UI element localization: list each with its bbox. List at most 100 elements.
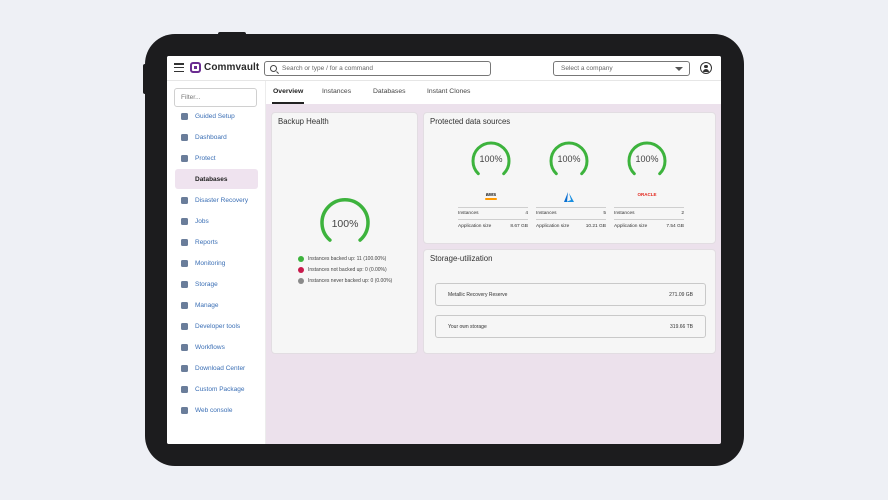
sidebar-item-developer-tools[interactable]: Developer tools xyxy=(175,316,258,336)
stat-value: 7.54 GB xyxy=(666,224,684,229)
company-select-label: Select a company xyxy=(561,65,613,72)
sidebar-item-label: Download Center xyxy=(195,364,246,372)
commvault-logo-icon xyxy=(190,62,201,73)
developer-tools-icon xyxy=(181,322,188,330)
jobs-icon xyxy=(181,217,188,225)
legend-item: Instances not backed up: 0 (0.00%) xyxy=(298,267,387,273)
source-instances-row: Instances 4 xyxy=(458,211,528,216)
backup-health-percent: 100% xyxy=(331,218,359,230)
storage-row[interactable]: Metallic Recovery Reserve 271.09 GB xyxy=(435,283,706,306)
sidebar-item-disaster-recovery[interactable]: Disaster Recovery xyxy=(175,190,258,210)
sidebar-item-label: Workflows xyxy=(195,343,225,351)
protect-icon xyxy=(181,154,188,162)
dashboard-icon xyxy=(181,133,188,141)
storage-icon xyxy=(181,280,188,288)
tablet-side-button xyxy=(143,64,147,94)
backup-health-panel: Backup Health 100% Instances backed up: … xyxy=(271,112,418,354)
command-search-input[interactable]: Search or type / for a command xyxy=(264,61,491,76)
source-size-row: Application size 7.54 GB xyxy=(614,224,684,229)
active-tab-indicator xyxy=(272,102,304,104)
manage-icon xyxy=(181,301,188,309)
sidebar-item-protect[interactable]: Protect xyxy=(175,148,258,168)
tab-overview[interactable]: Overview xyxy=(273,88,304,95)
source-ring xyxy=(627,141,667,176)
legend-item: Instances never backed up: 0 (0.00%) xyxy=(298,278,392,284)
legend-item: Instances backed up: 11 (100.00%) xyxy=(298,256,386,262)
aws-logo-icon: aws xyxy=(485,192,497,200)
storage-utilization-panel: Storage-utilization Metallic Recovery Re… xyxy=(423,249,716,354)
legend-dot xyxy=(298,256,304,262)
web-console-icon xyxy=(181,406,188,414)
sidebar-item-label: Protect xyxy=(195,154,216,162)
source-gauge: 100% xyxy=(547,139,591,183)
source-instances-row: Instances 2 xyxy=(614,211,684,216)
reports-icon xyxy=(181,238,188,246)
brand-logo[interactable]: Commvault xyxy=(190,62,259,73)
stat-label: Instances xyxy=(614,211,635,216)
source-size-row: Application size 10.21 GB xyxy=(536,224,606,229)
backup-health-title: Backup Health xyxy=(278,117,329,126)
company-select[interactable]: Select a company xyxy=(553,61,690,76)
backup-health-ring xyxy=(320,198,370,242)
sidebar-item-workflows[interactable]: Workflows xyxy=(175,337,258,357)
source-percent: 100% xyxy=(635,154,659,164)
sidebar-item-label: Monitoring xyxy=(195,259,226,267)
tab-instances[interactable]: Instances xyxy=(322,88,352,95)
divider xyxy=(458,207,528,208)
sidebar-item-monitoring[interactable]: Monitoring xyxy=(175,253,258,273)
oracle-logo-icon: ORACLE xyxy=(637,192,657,197)
storage-row-label: Metallic Recovery Reserve xyxy=(448,291,508,298)
tablet-top-button xyxy=(218,32,246,35)
source-ring xyxy=(549,141,589,176)
legend-label: Instances not backed up: 0 (0.00%) xyxy=(308,267,387,273)
backup-health-gauge: 100% xyxy=(318,198,372,252)
divider xyxy=(536,207,606,208)
sidebar-item-web-console[interactable]: Web console xyxy=(175,400,258,420)
sidebar-item-storage[interactable]: Storage xyxy=(175,274,258,294)
sidebar-item-label: Reports xyxy=(195,238,218,246)
stat-label: Application size xyxy=(458,224,492,229)
storage-utilization-title: Storage-utilization xyxy=(430,254,493,263)
sidebar-item-label: Storage xyxy=(195,280,218,288)
top-bar: Commvault Search or type / for a command… xyxy=(167,56,721,81)
custom-package-icon xyxy=(181,385,188,393)
sidebar-item-reports[interactable]: Reports xyxy=(175,232,258,252)
chevron-down-icon xyxy=(675,67,683,71)
source-gauge: 100% xyxy=(625,139,669,183)
legend-dot xyxy=(298,278,304,284)
sidebar-item-custom-package[interactable]: Custom Package xyxy=(175,379,258,399)
menu-icon[interactable] xyxy=(174,63,184,73)
search-placeholder: Search or type / for a command xyxy=(282,65,374,72)
storage-row[interactable]: Your own storage 319.66 TB xyxy=(435,315,706,338)
divider xyxy=(458,219,528,220)
sidebar-item-label: Dashboard xyxy=(195,133,227,141)
sidebar-item-label: Manage xyxy=(195,301,219,309)
source-gauge: 100% xyxy=(469,139,513,183)
source-size-row: Application size 8.67 GB xyxy=(458,224,528,229)
sidebar-item-guided-setup[interactable]: Guided Setup xyxy=(175,106,258,126)
sidebar-item-download-center[interactable]: Download Center xyxy=(175,358,258,378)
sidebar-filter-input[interactable]: Filter... xyxy=(174,88,257,107)
protected-sources-panel: Protected data sources 100% aws Instances 4… xyxy=(423,112,716,244)
sidebar-item-dashboard[interactable]: Dashboard xyxy=(175,127,258,147)
stat-value: 8.67 GB xyxy=(510,224,528,229)
stat-label: Application size xyxy=(614,224,648,229)
tab-instant-clones[interactable]: Instant Clones xyxy=(427,88,471,95)
user-account-icon[interactable] xyxy=(700,62,712,74)
stat-label: Application size xyxy=(536,224,570,229)
source-ring xyxy=(471,141,511,176)
sidebar-item-label: Custom Package xyxy=(195,385,245,393)
sidebar-item-databases[interactable]: Databases xyxy=(175,169,258,189)
sidebar-item-jobs[interactable]: Jobs xyxy=(175,211,258,231)
sidebar-item-label: Disaster Recovery xyxy=(195,196,249,204)
divider xyxy=(614,207,684,208)
tab-databases[interactable]: Databases xyxy=(373,88,406,95)
stat-value: 5 xyxy=(603,211,606,216)
sidebar-item-manage[interactable]: Manage xyxy=(175,295,258,315)
protected-sources-title: Protected data sources xyxy=(430,117,511,126)
source-percent: 100% xyxy=(557,154,581,164)
sidebar-item-label: Databases xyxy=(195,175,228,183)
stat-value: 2 xyxy=(681,211,684,216)
divider xyxy=(536,219,606,220)
disaster-recovery-icon xyxy=(181,196,188,204)
